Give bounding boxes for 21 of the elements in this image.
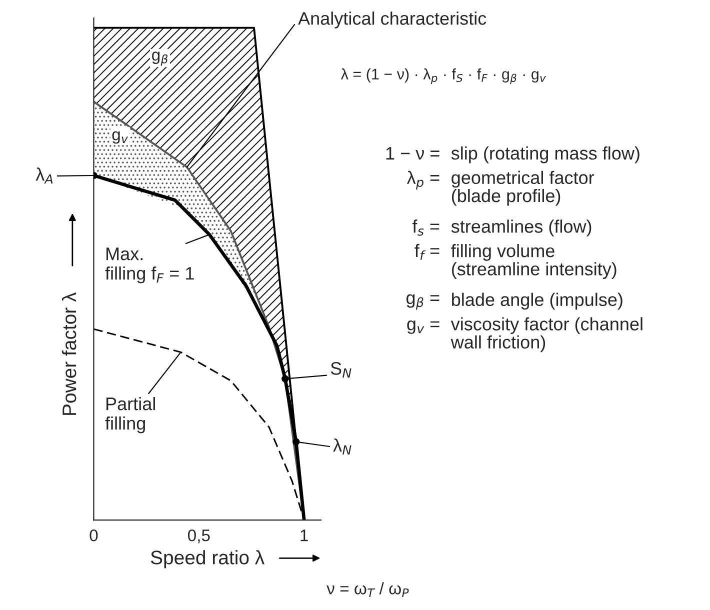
annotation: Partial filling [105,397,155,434]
x-tick-label: 1 [300,530,308,542]
text: g$_{v}$ = viscosity factor (channel wall friction) [407,317,642,352]
text: f$_{f}$ = filling volume (streamline intensity) [414,244,616,279]
x-axis-title: Speed ratio λ [150,550,264,568]
y-axis-title: Power factor λ [62,292,76,415]
annotation: g$_{β}$ [152,52,168,66]
text: λ$_{p}$ = geometrical factor (blade profile) [406,170,594,206]
annotation: λ$_{A}$ [36,167,53,184]
text: λ = (1 − ν) · λ$_{p}$ · f$_{S}$ · f$_{F}$ · g$_{β}$ · g$_{v}$ [340,68,546,84]
annotation: Analytical characteristic [298,12,486,28]
annotation: S$_{N}$ [330,362,352,378]
text: 1 − ν = slip (rotating mass flow) [386,146,640,164]
annotation: Max. filling f$_{F}$ = 1 [105,248,194,284]
text: f$_{s}$ = streamlines (flow) [412,220,592,236]
x-tick-label: 0,5 [188,529,210,544]
text: g$_{β}$ = blade angle (impulse) [406,292,622,310]
text: ν = ω$_{T}$ / ω$_{P}$ [326,582,409,597]
annotation: λ$_{N}$ [333,438,352,455]
x-tick-label: 0 [90,529,98,542]
annotation: g$_{v}$ [112,131,128,144]
